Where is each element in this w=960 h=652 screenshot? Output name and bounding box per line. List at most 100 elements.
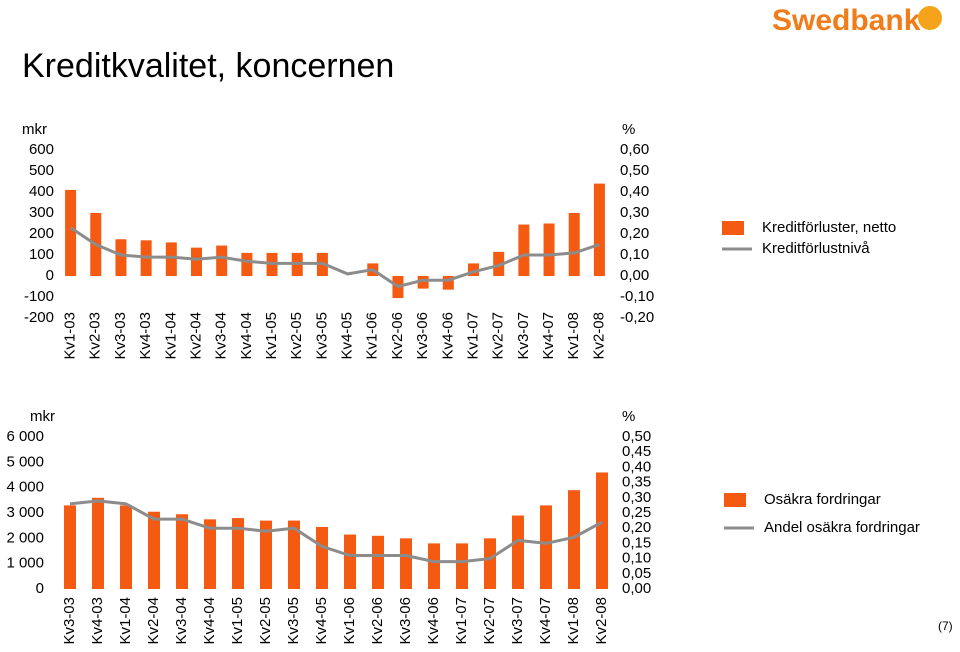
bar bbox=[400, 538, 412, 589]
bar bbox=[216, 245, 228, 276]
y-tick-label: -100 bbox=[24, 288, 54, 305]
y-tick-label: -200 bbox=[24, 309, 54, 326]
x-tick-label: Kv3-03 bbox=[61, 597, 78, 645]
x-tick-label: Kv4-05 bbox=[313, 597, 330, 645]
legend-label: Osäkra fordringar bbox=[764, 491, 881, 508]
y2-tick-label: 0,30 bbox=[620, 204, 649, 221]
x-tick-label: Kv2-04 bbox=[187, 312, 204, 360]
x-tick-label: Kv4-03 bbox=[137, 312, 154, 360]
y-tick-label: 1 000 bbox=[6, 555, 44, 572]
x-tick-label: Kv3-05 bbox=[313, 312, 330, 360]
bar bbox=[316, 526, 328, 589]
y2-tick-label: -0,20 bbox=[620, 309, 654, 326]
y2-tick-label: 0,60 bbox=[620, 141, 649, 158]
bar bbox=[442, 276, 454, 290]
y2-tick-label: 0,10 bbox=[620, 246, 649, 263]
y-tick-label: 600 bbox=[29, 141, 54, 158]
x-tick-label: Kv1-06 bbox=[364, 312, 381, 360]
bar bbox=[241, 252, 253, 276]
x-tick-label: Kv3-07 bbox=[509, 597, 526, 645]
y-tick-label: 3 000 bbox=[6, 504, 44, 521]
bar bbox=[64, 505, 76, 589]
slide-title: Kreditkvalitet, koncernen bbox=[22, 47, 394, 85]
y2-tick-label: 0,00 bbox=[620, 267, 649, 284]
y2-tick-label: 0,40 bbox=[622, 458, 651, 475]
y-tick-label: 0 bbox=[36, 580, 44, 597]
x-tick-label: Kv1-03 bbox=[62, 312, 79, 360]
y2-axis-unit: % bbox=[622, 408, 635, 425]
x-tick-label: Kv1-04 bbox=[162, 312, 179, 360]
bar bbox=[165, 242, 177, 276]
bar bbox=[540, 505, 552, 589]
y2-tick-label: 0,30 bbox=[622, 489, 651, 506]
y-tick-label: 500 bbox=[29, 162, 54, 179]
y2-tick-label: 0,45 bbox=[622, 443, 651, 460]
bar bbox=[593, 183, 605, 276]
bar bbox=[115, 239, 127, 276]
y2-tick-label: 0,50 bbox=[620, 162, 649, 179]
bar bbox=[204, 519, 216, 589]
y2-tick-label: 0,35 bbox=[622, 474, 651, 491]
bar bbox=[512, 515, 524, 589]
x-tick-label: Kv2-06 bbox=[389, 312, 406, 360]
x-tick-label: Kv4-04 bbox=[201, 597, 218, 645]
y-axis-unit: mkr bbox=[30, 408, 55, 425]
bar bbox=[176, 514, 188, 589]
x-tick-label: Kv2-08 bbox=[593, 597, 610, 645]
bar bbox=[191, 247, 202, 276]
x-tick-label: Kv2-05 bbox=[257, 597, 274, 645]
x-tick-label: Kv2-03 bbox=[87, 312, 104, 360]
bar bbox=[456, 543, 468, 589]
bar bbox=[260, 520, 272, 589]
legend-swatch bbox=[722, 221, 744, 235]
x-tick-label: Kv3-07 bbox=[515, 312, 532, 360]
bar bbox=[372, 535, 384, 589]
legend-label: Kreditförluster, netto bbox=[762, 219, 896, 236]
x-tick-label: Kv3-04 bbox=[173, 597, 190, 645]
x-tick-label: Kv4-06 bbox=[425, 597, 442, 645]
x-tick-label: Kv2-05 bbox=[288, 312, 305, 360]
bar bbox=[518, 224, 530, 276]
x-tick-label: Kv1-07 bbox=[453, 597, 470, 645]
y2-tick-label: 0,00 bbox=[622, 580, 651, 597]
line bbox=[69, 499, 603, 564]
y2-tick-label: 0,15 bbox=[622, 534, 651, 551]
x-tick-label: Kv2-06 bbox=[369, 597, 386, 645]
logo: Swedbank bbox=[772, 4, 921, 37]
page-number: (7) bbox=[938, 619, 953, 633]
x-tick-label: Kv4-05 bbox=[339, 312, 356, 360]
y2-tick-label: 0,20 bbox=[622, 519, 651, 536]
x-tick-label: Kv3-06 bbox=[397, 597, 414, 645]
x-tick-label: Kv3-06 bbox=[414, 312, 431, 360]
x-tick-label: Kv4-07 bbox=[537, 597, 554, 645]
y2-tick-label: 0,20 bbox=[620, 225, 649, 242]
bar bbox=[484, 538, 496, 589]
x-tick-label: Kv3-05 bbox=[285, 597, 302, 645]
bar bbox=[120, 505, 132, 589]
x-tick-label: Kv4-06 bbox=[439, 312, 456, 360]
bar bbox=[148, 511, 160, 589]
bar bbox=[344, 534, 356, 589]
x-tick-label: Kv3-03 bbox=[112, 312, 129, 360]
y-tick-label: 4 000 bbox=[6, 479, 44, 496]
bar bbox=[65, 189, 77, 276]
y2-tick-label: 0,40 bbox=[620, 183, 649, 200]
x-tick-label: Kv2-07 bbox=[481, 597, 498, 645]
x-tick-label: Kv2-07 bbox=[490, 312, 507, 360]
line bbox=[69, 226, 600, 289]
bar bbox=[428, 543, 440, 589]
bar bbox=[468, 263, 479, 276]
x-tick-label: Kv1-06 bbox=[341, 597, 358, 645]
legend-swatch bbox=[724, 493, 746, 507]
y2-tick-label: -0,10 bbox=[620, 288, 654, 305]
x-tick-label: Kv1-08 bbox=[565, 312, 582, 360]
y-tick-label: 100 bbox=[29, 246, 54, 263]
legend-label: Andel osäkra fordringar bbox=[764, 519, 920, 536]
bar bbox=[543, 223, 555, 276]
x-tick-label: Kv4-03 bbox=[89, 597, 106, 645]
bar bbox=[288, 520, 300, 589]
y2-tick-label: 0,05 bbox=[622, 565, 651, 582]
x-tick-label: Kv4-07 bbox=[540, 312, 557, 360]
x-tick-label: Kv2-04 bbox=[145, 597, 162, 645]
